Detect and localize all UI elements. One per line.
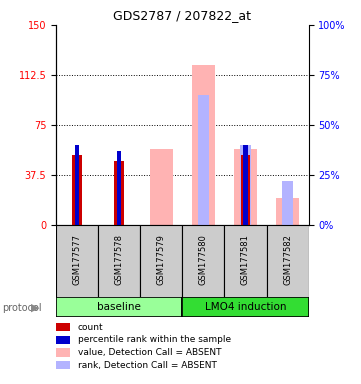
Text: GSM177578: GSM177578 — [115, 234, 123, 285]
Text: baseline: baseline — [97, 302, 141, 312]
Bar — [241, 156, 250, 225]
Title: GDS2787 / 207822_at: GDS2787 / 207822_at — [113, 9, 251, 22]
Text: GSM177579: GSM177579 — [157, 234, 166, 285]
Bar — [75, 145, 79, 225]
Bar — [114, 161, 124, 225]
Text: GSM177580: GSM177580 — [199, 234, 208, 285]
Bar — [225, 225, 266, 298]
Bar — [240, 145, 251, 225]
Text: percentile rank within the sample: percentile rank within the sample — [78, 335, 231, 344]
Bar — [72, 156, 82, 225]
Bar — [192, 65, 215, 225]
Bar — [98, 225, 140, 298]
Bar — [56, 297, 182, 317]
Text: GSM177581: GSM177581 — [241, 234, 250, 285]
Text: LMO4 induction: LMO4 induction — [205, 302, 286, 312]
Bar — [117, 151, 121, 225]
Text: GSM177577: GSM177577 — [73, 234, 82, 285]
Bar — [182, 297, 309, 317]
Text: count: count — [78, 323, 103, 332]
Bar — [282, 181, 293, 225]
Bar — [56, 225, 98, 298]
Bar — [198, 95, 209, 225]
Bar — [182, 225, 225, 298]
Text: rank, Detection Call = ABSENT: rank, Detection Call = ABSENT — [78, 361, 217, 370]
Text: value, Detection Call = ABSENT: value, Detection Call = ABSENT — [78, 348, 221, 357]
Bar — [243, 145, 248, 225]
Bar — [266, 225, 309, 298]
Text: protocol: protocol — [2, 303, 42, 313]
Bar — [140, 225, 182, 298]
Bar — [276, 198, 299, 225]
Text: GSM177582: GSM177582 — [283, 234, 292, 285]
Bar — [150, 149, 173, 225]
Text: ▶: ▶ — [31, 303, 39, 313]
Bar — [234, 149, 257, 225]
